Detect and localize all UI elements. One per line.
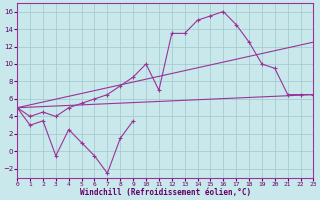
X-axis label: Windchill (Refroidissement éolien,°C): Windchill (Refroidissement éolien,°C) — [80, 188, 251, 197]
